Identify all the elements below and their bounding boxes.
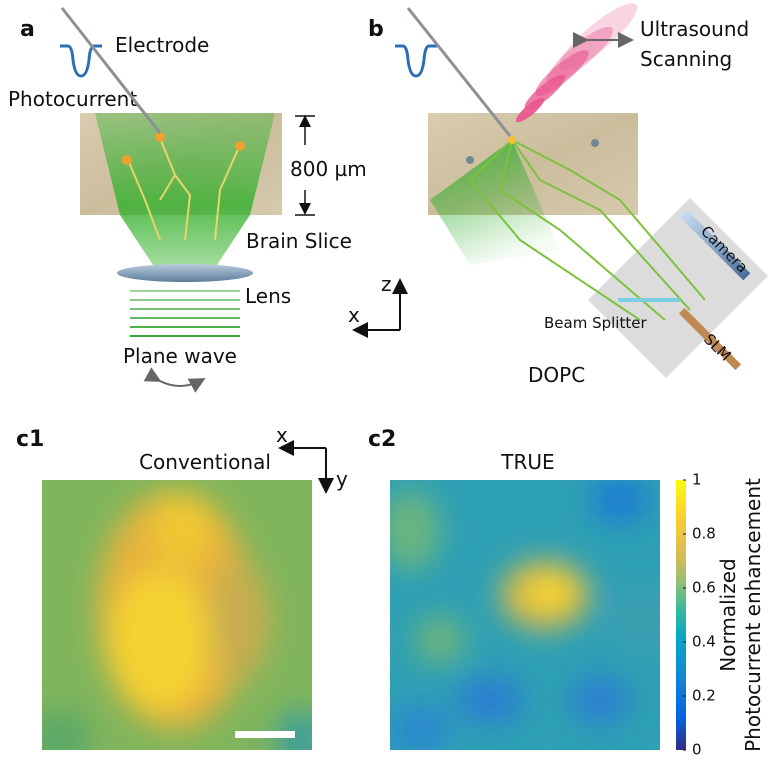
electrode-label: Electrode [115,33,209,57]
colorbar-tick-label: 0.8 [692,525,716,543]
colorbar-label: Normalized [716,558,740,671]
panel-title: TRUE [500,450,554,474]
colorbar-tick-label: 0.2 [692,687,716,705]
beam-splitter-label: Beam Splitter [544,314,647,332]
y-label: y [336,467,348,491]
panel-label: c1 [16,427,44,452]
photocurrent-label: Photocurrent [8,87,137,111]
colorbar-label: Photocurrent enhancement [741,478,765,752]
colorbar-tick-label: 0.6 [692,579,716,597]
brain-slice-label: Brain Slice [246,229,352,253]
z-label: z [381,272,392,296]
ultrasound [513,0,645,125]
panel-label: c2 [368,427,396,452]
plane-wave-label: Plane wave [123,344,237,368]
tilt-arrow [158,380,202,386]
ultrasound-label: Scanning [640,47,732,71]
panel-c1: c1 Conventional x y [16,423,348,767]
page: a Electrode Photocurrent 800 µm Brain Sl… [0,0,770,767]
ultrasound-label: Ultrasound [640,17,749,41]
x-label: x [348,303,360,327]
lens [117,264,253,282]
colorbar-tick-label: 0 [692,741,702,759]
colorbar [676,480,686,750]
panel-b: b Ultrasound Scanning Camera Beam Splitt… [368,0,768,387]
lens-label: Lens [245,284,291,308]
colorbar-tick-label: 0.4 [692,633,716,651]
dopc-label: DOPC [528,363,585,387]
figure: a Electrode Photocurrent 800 µm Brain Sl… [0,0,770,767]
panel-title: Conventional [139,450,271,474]
panel-label: a [20,17,35,42]
focus [508,136,516,144]
dopc-box [588,198,768,378]
heatmap [30,480,325,767]
thickness-label: 800 µm [290,157,367,181]
panel-label: b [368,17,384,42]
scale-bar [235,731,295,738]
plane-wave [130,291,240,336]
colorbar-tick-label: 1 [692,471,702,489]
x-label: x [276,423,288,447]
panel-a: a Electrode Photocurrent 800 µm Brain Sl… [8,8,400,386]
photocurrent-trace [395,46,437,76]
heatmap [380,475,665,755]
